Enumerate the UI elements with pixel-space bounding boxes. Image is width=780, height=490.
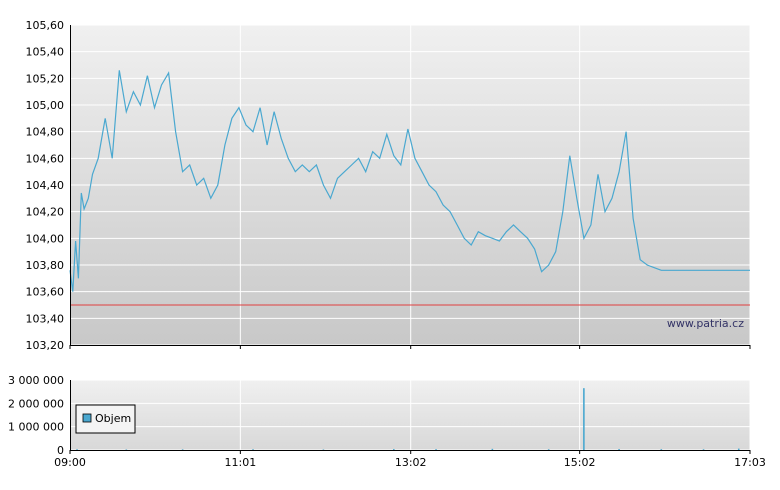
price-y-tick-label: 103,40 xyxy=(26,312,65,325)
price-panel: 105,60 105,40 105,20 105,00 104,80 104,60 104,… xyxy=(26,19,751,352)
price-y-tick-label: 105,00 xyxy=(26,99,65,112)
volume-y-axis: 3 000 000 2 000 000 1 000 000 0 xyxy=(8,374,64,457)
price-series-line xyxy=(69,70,750,292)
price-y-tick-label: 105,40 xyxy=(26,46,65,59)
x-tick-label: 11:01 xyxy=(225,456,257,469)
volume-bar xyxy=(737,448,740,450)
volume-panel: 3 000 000 2 000 000 1 000 000 0 09:00 11:01 1… xyxy=(8,374,766,469)
price-x-ticks xyxy=(69,345,751,349)
x-tick-label: 15:02 xyxy=(564,456,596,469)
volume-bar xyxy=(125,449,128,451)
volume-bar xyxy=(491,448,494,450)
volume-bar xyxy=(252,449,254,450)
price-y-tick-label: 103,20 xyxy=(26,339,65,352)
legend-label: Objem xyxy=(95,412,131,425)
volume-bar xyxy=(702,449,705,450)
volume-bar xyxy=(435,449,437,450)
price-y-tick-label: 105,60 xyxy=(26,19,65,32)
volume-y-tick-label: 3 000 000 xyxy=(8,374,64,387)
volume-y-tick-label: 2 000 000 xyxy=(8,397,64,410)
watermark: www.patria.cz xyxy=(667,317,744,330)
volume-bar xyxy=(547,449,550,450)
price-y-tick-label: 104,60 xyxy=(26,152,65,165)
volume-bar xyxy=(583,388,585,450)
price-y-tick-label: 105,20 xyxy=(26,72,65,85)
volume-bars xyxy=(76,388,740,451)
volume-bar xyxy=(660,449,663,450)
x-tick-label: 09:00 xyxy=(54,456,86,469)
volume-x-axis: 09:00 11:01 13:02 15:02 17:03 xyxy=(54,450,766,469)
price-y-tick-label: 104,80 xyxy=(26,126,65,139)
price-y-tick-label: 104,00 xyxy=(26,232,65,245)
volume-bar xyxy=(322,449,325,451)
price-y-tick-label: 104,20 xyxy=(26,206,65,219)
volume-bar xyxy=(181,449,184,451)
price-y-axis: 105,60 105,40 105,20 105,00 104,80 104,60 104,… xyxy=(26,19,65,352)
price-y-tick-label: 104,40 xyxy=(26,179,65,192)
legend: Objem xyxy=(75,404,136,434)
volume-bar xyxy=(393,449,395,450)
volume-y-tick-label: 1 000 000 xyxy=(8,421,64,434)
volume-bar xyxy=(76,449,78,450)
x-tick-label: 13:02 xyxy=(395,456,427,469)
price-grid xyxy=(69,24,751,346)
price-y-tick-label: 103,60 xyxy=(26,286,65,299)
volume-plot-background xyxy=(70,380,750,450)
volume-bar xyxy=(618,449,620,450)
price-y-tick-label: 103,80 xyxy=(26,259,65,272)
legend-swatch xyxy=(82,413,92,423)
volume-y-tick-label: 0 xyxy=(57,444,64,457)
x-tick-label: 17:03 xyxy=(734,456,766,469)
